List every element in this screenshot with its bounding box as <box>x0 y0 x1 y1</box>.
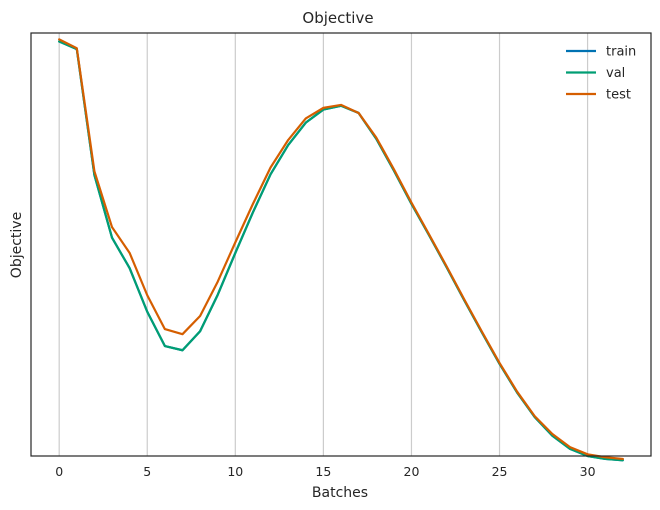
x-tick-label: 0 <box>55 464 63 479</box>
grid-lines <box>58 33 589 456</box>
x-tick-label: 25 <box>492 464 508 479</box>
x-tick-label: 30 <box>580 464 596 479</box>
legend-label-train: train <box>606 45 636 60</box>
x-tick-label: 20 <box>404 464 420 479</box>
x-axis-label: Batches <box>312 485 368 501</box>
series-line-test <box>58 38 624 461</box>
x-tick-label: 15 <box>315 464 331 479</box>
y-axis-label: Objective <box>9 212 25 278</box>
legend-label-test: test <box>606 88 631 103</box>
x-tick-label: 10 <box>227 464 243 479</box>
x-axis-ticks: 0 5 10 15 20 25 30 <box>55 464 595 479</box>
legend: train val test <box>566 45 636 103</box>
x-tick-label: 5 <box>143 464 151 479</box>
legend-label-val: val <box>606 66 625 81</box>
chart-title: Objective <box>302 9 373 27</box>
series-lines <box>58 38 624 462</box>
plot-frame <box>30 32 652 457</box>
